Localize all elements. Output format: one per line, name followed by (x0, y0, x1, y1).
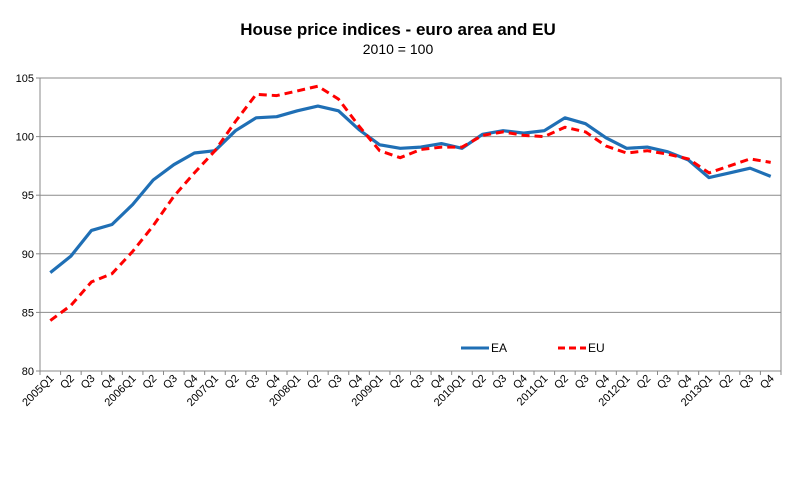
x-tick-label: Q3 (490, 373, 509, 392)
x-tick-label: Q2 (552, 373, 571, 392)
x-tick-label: Q2 (470, 373, 489, 392)
x-tick-label: Q3 (79, 373, 98, 392)
y-tick-label: 80 (22, 366, 34, 378)
chart-subtitle: 2010 = 100 (362, 41, 434, 57)
x-tick-label: Q2 (717, 373, 736, 392)
chart-title: House price indices - euro area and EU (240, 20, 556, 39)
x-tick-label: Q2 (387, 373, 406, 392)
y-tick-label: 105 (16, 73, 34, 85)
gridlines (40, 136, 781, 313)
series-line-ea (49, 104, 772, 274)
x-tick-label: Q3 (573, 373, 592, 392)
y-tick-label: 100 (16, 132, 34, 144)
y-tick-label: 85 (22, 307, 34, 319)
y-axis: 80 85 90 95 100 105 (16, 73, 40, 378)
y-tick-label: 90 (22, 249, 34, 261)
series-line-eu (49, 84, 771, 322)
plot-area (39, 77, 782, 372)
y-tick-label: 95 (22, 190, 34, 202)
legend: EA EU (461, 341, 605, 355)
legend-label-ea: EA (491, 341, 507, 355)
x-tick-label: Q3 (737, 373, 756, 392)
x-tick-label: Q2 (140, 373, 159, 392)
x-tick-label: Q3 (161, 373, 180, 392)
x-tick-label: Q2 (305, 373, 324, 392)
x-tick-label: Q3 (326, 373, 345, 392)
x-tick-label: Q2 (634, 373, 653, 392)
legend-label-eu: EU (588, 341, 605, 355)
x-tick-label: Q2 (223, 373, 242, 392)
x-tick-label: Q3 (655, 373, 674, 392)
x-tick-label: 2005Q1 (20, 373, 56, 409)
x-tick-label: Q3 (408, 373, 427, 392)
x-tick-label: Q3 (243, 373, 262, 392)
x-tick-label: Q4 (758, 373, 777, 392)
series-lines (49, 84, 772, 322)
x-tick-label: Q2 (58, 373, 77, 392)
